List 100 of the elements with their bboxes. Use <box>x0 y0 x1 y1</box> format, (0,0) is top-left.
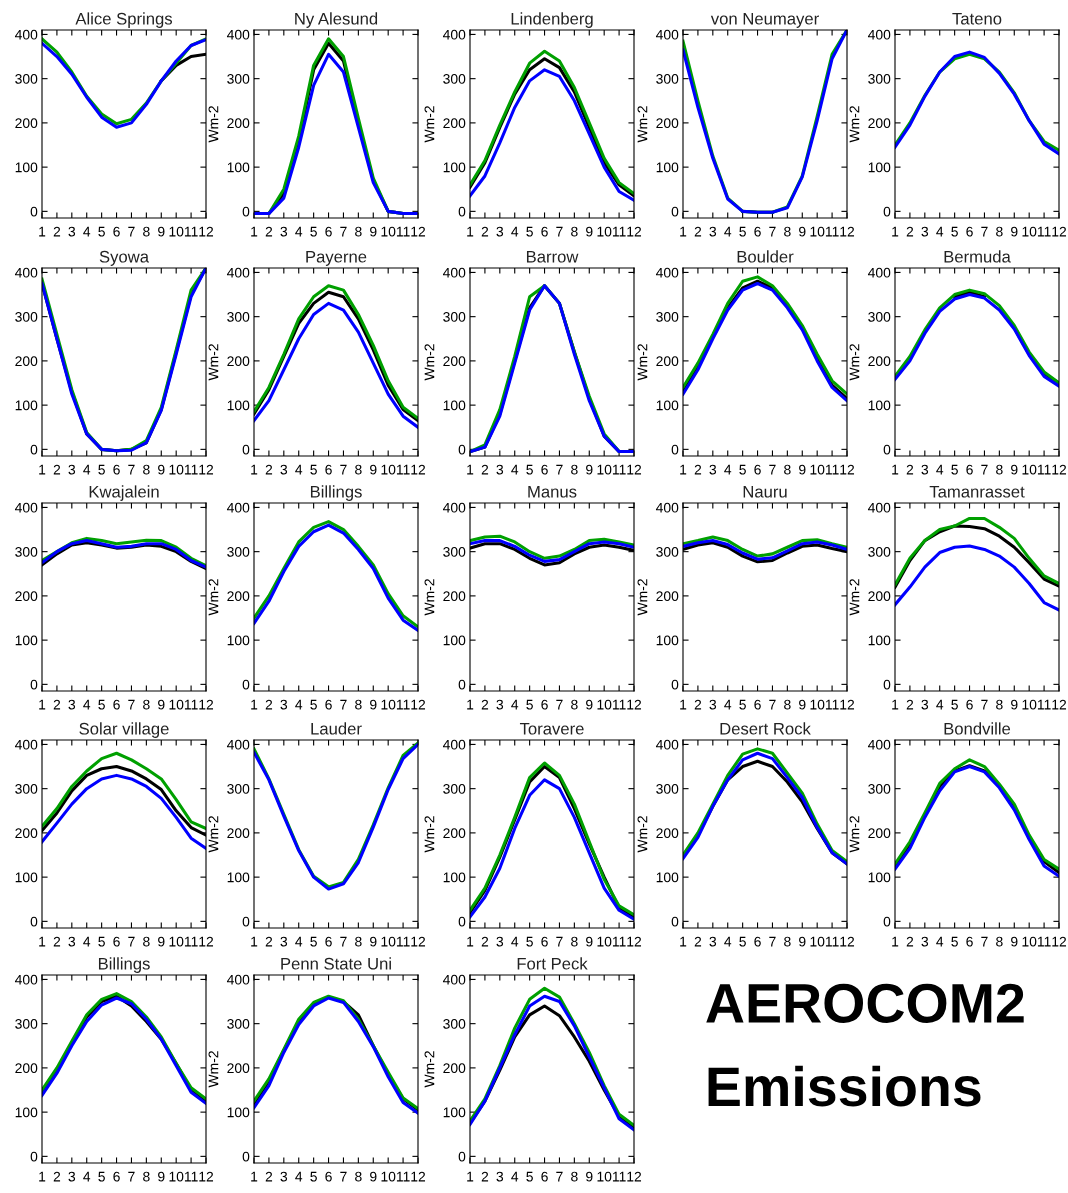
x-tick-label: 6 <box>966 699 973 710</box>
y-tick-label: 400 <box>226 502 250 513</box>
y-axis-title: Wm-2 <box>637 579 648 616</box>
x-tick-label: 8 <box>143 699 150 710</box>
x-tick-label: 9 <box>586 1171 593 1182</box>
x-tick-label: 3 <box>496 936 504 947</box>
x-tick-label: 4 <box>295 226 303 237</box>
x-tick-label: 3 <box>68 1171 76 1182</box>
y-tick-label: 400 <box>14 739 38 750</box>
x-tick-label: 10 <box>1022 699 1037 710</box>
y-tick-label: 100 <box>443 162 466 173</box>
y-tick-label: 300 <box>656 73 679 84</box>
x-tick-label: 8 <box>355 1171 362 1182</box>
x-tick-label: 5 <box>310 1171 317 1182</box>
y-tick-label: 0 <box>883 206 891 217</box>
x-tick-label: 5 <box>526 699 533 710</box>
x-tick-label: 10 <box>597 226 612 237</box>
y-tick-label: 200 <box>656 118 679 129</box>
y-tick-label: 300 <box>15 783 38 794</box>
chart-title: Penn State Uni <box>281 957 391 970</box>
x-tick-label: 1 <box>680 464 687 475</box>
x-tick-label: 2 <box>906 936 914 947</box>
x-tick-label: 6 <box>541 699 548 710</box>
x-tick-label: 1 <box>39 1171 46 1182</box>
y-tick-label: 400 <box>226 29 250 40</box>
y-tick-label: 300 <box>443 783 466 794</box>
x-tick-label: 5 <box>98 1171 105 1182</box>
x-tick-label: 7 <box>128 936 135 947</box>
x-tick-label: 4 <box>936 936 944 947</box>
x-tick-label: 1 <box>467 226 474 237</box>
x-tick-label: 11 <box>1037 226 1051 237</box>
x-tick-label: 3 <box>709 226 717 237</box>
x-tick-label: 2 <box>265 936 273 947</box>
x-tick-label: 11 <box>184 936 198 947</box>
x-tick-label: 1 <box>892 936 899 947</box>
chart-title: Kwajalein <box>89 485 159 501</box>
x-tick-label: 12 <box>411 936 426 947</box>
x-tick-label: 12 <box>1052 464 1067 475</box>
y-tick-label: 400 <box>226 974 250 985</box>
x-tick-label: 6 <box>325 1171 332 1182</box>
x-tick-label: 8 <box>996 936 1003 947</box>
x-tick-label: 9 <box>158 464 165 475</box>
y-tick-label: 300 <box>443 73 466 84</box>
x-tick-label: 4 <box>295 464 303 475</box>
x-tick-label: 4 <box>724 699 732 710</box>
x-tick-label: 11 <box>184 226 198 237</box>
y-tick-label: 400 <box>442 974 466 985</box>
chart-title: Bermuda <box>944 250 1011 263</box>
x-tick-label: 6 <box>754 464 761 475</box>
x-tick-label: 9 <box>370 226 377 237</box>
x-tick-label: 12 <box>627 699 642 710</box>
x-tick-label: 2 <box>481 936 489 947</box>
x-tick-label: 1 <box>467 936 474 947</box>
x-tick-label: 12 <box>627 464 642 475</box>
chart-title: Bondville <box>944 722 1011 735</box>
x-tick-label: 10 <box>381 1171 396 1182</box>
x-tick-label: 6 <box>113 699 120 710</box>
y-tick-label: 200 <box>868 118 891 129</box>
x-tick-label: 4 <box>83 699 91 710</box>
x-tick-label: 11 <box>1037 464 1051 475</box>
x-tick-label: 6 <box>113 226 120 237</box>
x-tick-label: 8 <box>143 936 150 947</box>
y-tick-label: 0 <box>883 444 891 455</box>
x-tick-label: 9 <box>586 464 593 475</box>
y-tick-label: 200 <box>656 591 679 602</box>
chart-title: Ny Alesund <box>295 12 378 28</box>
x-tick-label: 5 <box>526 936 533 947</box>
y-tick-label: 300 <box>868 783 891 794</box>
x-tick-label: 8 <box>143 1171 150 1182</box>
y-tick-label: 200 <box>443 591 466 602</box>
x-tick-label: 9 <box>158 699 165 710</box>
x-tick-label: 4 <box>83 936 91 947</box>
x-tick-label: 5 <box>739 464 746 475</box>
chart-title: Manus <box>528 485 577 498</box>
x-tick-label: 12 <box>840 699 855 710</box>
x-tick-label: 8 <box>784 936 791 947</box>
x-tick-label: 5 <box>310 226 317 237</box>
y-tick-label: 400 <box>14 502 38 513</box>
y-tick-label: 400 <box>442 29 466 40</box>
y-tick-label: 300 <box>868 311 891 322</box>
y-tick-label: 400 <box>867 267 891 278</box>
x-tick-label: 11 <box>825 936 839 947</box>
x-tick-label: 2 <box>53 936 61 947</box>
chart-title: Tamanrasset <box>929 485 1025 498</box>
x-tick-label: 5 <box>526 1171 533 1182</box>
y-tick-label: 400 <box>655 739 679 750</box>
y-tick-label: 400 <box>867 29 891 40</box>
text: Emissions <box>708 1065 981 1107</box>
y-tick-label: 100 <box>656 400 679 411</box>
y-axis-title: Wm-2 <box>849 344 860 381</box>
y-axis-title: Wm-2 <box>208 106 219 143</box>
x-tick-label: 5 <box>526 226 533 237</box>
x-tick-label: 1 <box>39 936 46 947</box>
y-tick-label: 300 <box>227 311 250 322</box>
y-tick-label: 200 <box>227 356 250 367</box>
y-tick-label: 200 <box>227 118 250 129</box>
x-tick-label: 10 <box>169 699 184 710</box>
x-tick-label: 7 <box>981 699 988 710</box>
x-tick-label: 9 <box>799 226 806 237</box>
y-tick-label: 0 <box>671 206 679 217</box>
